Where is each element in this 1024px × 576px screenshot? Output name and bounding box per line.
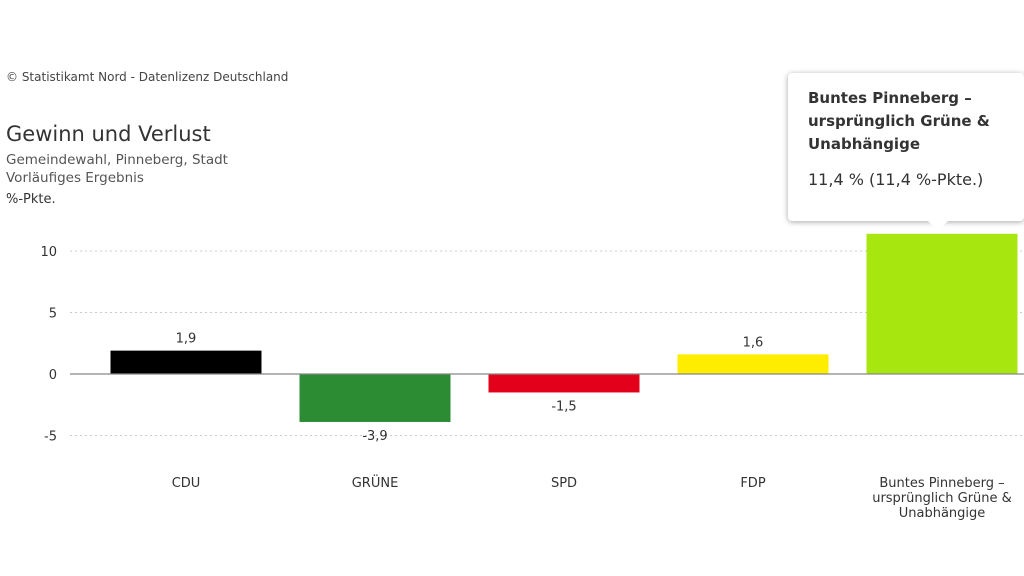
data-label: 1,6 <box>743 335 764 350</box>
data-label: -1,5 <box>551 399 576 414</box>
chart-title: Gewinn und Verlust <box>6 122 211 146</box>
y-axis-label: %-Pkte. <box>6 192 56 207</box>
x-tick-label: SPD <box>551 476 577 491</box>
tooltip-title: Buntes Pinneberg – ursprünglich Grüne & … <box>808 89 990 153</box>
x-tick-label: Unabhängige <box>899 506 986 521</box>
data-label: 1,9 <box>176 332 197 347</box>
bar-0 <box>110 350 262 374</box>
tooltip: Buntes Pinneberg – ursprünglich Grüne & … <box>788 73 1024 231</box>
bar-4 <box>866 233 1018 374</box>
x-tick-label: ursprünglich Grüne & <box>872 491 1012 506</box>
bar-1 <box>299 374 451 422</box>
x-tick-label: CDU <box>172 476 201 491</box>
x-tick-label: FDP <box>740 476 765 491</box>
subtitle-line-2: Vorläufiges Ergebnis <box>6 170 144 186</box>
subtitle-line-1: Gemeindewahl, Pinneberg, Stadt <box>6 152 228 168</box>
x-tick-label: GRÜNE <box>352 474 399 491</box>
data-label: -3,9 <box>362 429 387 444</box>
x-tick-label: Buntes Pinneberg – <box>879 476 1004 491</box>
y-tick-label: 10 <box>40 245 57 260</box>
y-tick-label: 5 <box>49 307 57 322</box>
copyright-notice: © Statistikamt Nord - Datenlizenz Deutsc… <box>6 70 289 84</box>
tooltip-value: 11,4 % (11,4 %-Pkte.) <box>808 170 984 189</box>
bar-2 <box>488 374 640 393</box>
y-tick-label: 0 <box>49 368 57 383</box>
bar-3 <box>677 354 829 374</box>
chart-subtitle: Gemeindewahl, Pinneberg, Stadt Vorläufig… <box>6 151 228 187</box>
y-tick-label: -5 <box>44 430 57 445</box>
